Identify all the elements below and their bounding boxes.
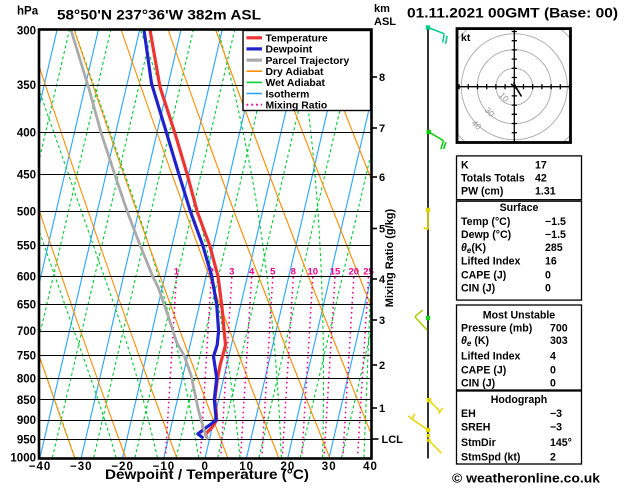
svg-text:Temperature: Temperature: [266, 34, 328, 45]
svg-text:0: 0: [550, 377, 556, 389]
svg-text:700: 700: [17, 326, 36, 338]
svg-text:10: 10: [308, 267, 319, 278]
svg-text:7: 7: [379, 123, 385, 135]
svg-text:−1.5: −1.5: [545, 229, 566, 241]
svg-text:ASL: ASL: [374, 16, 396, 28]
svg-text:800: 800: [17, 373, 36, 385]
svg-text:−1.5: −1.5: [545, 216, 566, 228]
svg-text:km: km: [374, 3, 390, 15]
svg-text:400: 400: [17, 128, 36, 140]
svg-text:−20: −20: [111, 461, 134, 473]
svg-text:950: 950: [17, 434, 36, 446]
svg-text:Lifted Index: Lifted Index: [461, 351, 521, 363]
svg-text:−30: −30: [70, 461, 93, 473]
svg-text:550: 550: [17, 241, 36, 253]
svg-text:Hodograph: Hodograph: [491, 394, 548, 406]
svg-text:© weatheronline.co.uk: © weatheronline.co.uk: [452, 471, 601, 486]
svg-text:6: 6: [379, 172, 385, 184]
svg-text:Most Unstable: Most Unstable: [483, 310, 556, 322]
svg-text:Pressure (mb): Pressure (mb): [461, 323, 532, 335]
svg-text:350: 350: [17, 80, 36, 92]
svg-text:15: 15: [330, 267, 341, 278]
svg-text:17: 17: [535, 159, 547, 171]
svg-text:LCL: LCL: [382, 434, 404, 446]
svg-text:CIN (J): CIN (J): [461, 377, 495, 389]
svg-text:500: 500: [17, 207, 36, 219]
svg-text:25: 25: [363, 267, 374, 278]
svg-text:−3: −3: [550, 421, 562, 433]
svg-text:kt: kt: [461, 32, 471, 44]
svg-text:Temp (°C): Temp (°C): [461, 216, 510, 228]
svg-text:4: 4: [550, 351, 556, 363]
svg-text:1: 1: [174, 267, 180, 278]
svg-text:1: 1: [379, 403, 385, 415]
svg-text:CAPE (J): CAPE (J): [461, 365, 506, 377]
svg-text:450: 450: [17, 169, 36, 181]
svg-text:30: 30: [322, 461, 337, 473]
svg-text:20: 20: [281, 461, 296, 473]
svg-text:0: 0: [201, 461, 208, 473]
svg-text:Parcel Trajectory: Parcel Trajectory: [266, 56, 350, 67]
svg-text:Lifted Index: Lifted Index: [461, 256, 521, 268]
svg-text:4: 4: [249, 267, 255, 278]
svg-text:5: 5: [270, 267, 276, 278]
svg-text:Isotherm: Isotherm: [266, 89, 310, 100]
svg-text:900: 900: [17, 415, 36, 427]
svg-text:0: 0: [545, 283, 551, 295]
svg-text:2: 2: [379, 360, 385, 372]
svg-text:58°50'N 237°36'W 382m ASL: 58°50'N 237°36'W 382m ASL: [57, 8, 261, 23]
svg-text:1.31: 1.31: [535, 186, 556, 198]
svg-text:SREH: SREH: [461, 421, 490, 433]
svg-text:Mixing Ratio (g/kg): Mixing Ratio (g/kg): [384, 208, 396, 307]
svg-text:θe (K): θe (K): [461, 335, 489, 348]
svg-text:285: 285: [545, 242, 563, 254]
svg-text:42: 42: [535, 172, 547, 184]
svg-text:40: 40: [363, 461, 378, 473]
svg-text:600: 600: [17, 271, 36, 283]
svg-text:PW (cm): PW (cm): [461, 186, 503, 198]
svg-text:5: 5: [379, 224, 385, 236]
svg-text:−10: −10: [153, 461, 176, 473]
svg-text:CAPE (J): CAPE (J): [461, 269, 506, 281]
svg-text:StmDir: StmDir: [461, 437, 496, 449]
svg-text:300: 300: [17, 26, 36, 38]
svg-text:4: 4: [379, 274, 386, 286]
svg-text:0: 0: [545, 269, 551, 281]
svg-text:10: 10: [239, 461, 254, 473]
svg-text:−40: −40: [29, 461, 52, 473]
svg-text:1000: 1000: [10, 453, 36, 465]
svg-text:3: 3: [229, 267, 234, 278]
svg-text:K: K: [461, 159, 469, 171]
svg-text:20: 20: [349, 267, 360, 278]
svg-text:01.11.2021 00GMT (Base: 00): 01.11.2021 00GMT (Base: 00): [407, 6, 618, 21]
svg-text:16: 16: [545, 256, 557, 268]
svg-text:hPa: hPa: [17, 6, 39, 18]
svg-text:θe(K): θe(K): [461, 242, 486, 255]
svg-text:3: 3: [379, 315, 385, 327]
svg-text:StmSpd (kt): StmSpd (kt): [461, 451, 520, 463]
svg-text:303: 303: [550, 335, 568, 347]
svg-text:Dry Adiabat: Dry Adiabat: [266, 67, 324, 78]
svg-text:8: 8: [379, 72, 385, 84]
svg-text:850: 850: [17, 395, 36, 407]
svg-text:Dewpoint: Dewpoint: [266, 45, 313, 56]
svg-text:Dewp (°C): Dewp (°C): [461, 229, 511, 241]
svg-text:8: 8: [291, 267, 296, 278]
svg-text:Dewpoint / Temperature (°C): Dewpoint / Temperature (°C): [105, 467, 309, 482]
svg-text:CIN (J): CIN (J): [461, 283, 495, 295]
svg-text:145°: 145°: [550, 437, 572, 449]
svg-text:0: 0: [550, 365, 556, 377]
svg-text:Mixing Ratio: Mixing Ratio: [266, 101, 328, 112]
svg-text:−3: −3: [550, 408, 562, 420]
svg-text:700: 700: [550, 323, 568, 335]
svg-text:Wet Adiabat: Wet Adiabat: [266, 78, 326, 89]
svg-text:Totals Totals: Totals Totals: [461, 172, 525, 184]
svg-text:Surface: Surface: [500, 202, 539, 214]
svg-text:EH: EH: [461, 408, 476, 420]
svg-text:650: 650: [17, 300, 36, 312]
svg-text:750: 750: [17, 351, 36, 363]
svg-text:2: 2: [550, 451, 556, 463]
